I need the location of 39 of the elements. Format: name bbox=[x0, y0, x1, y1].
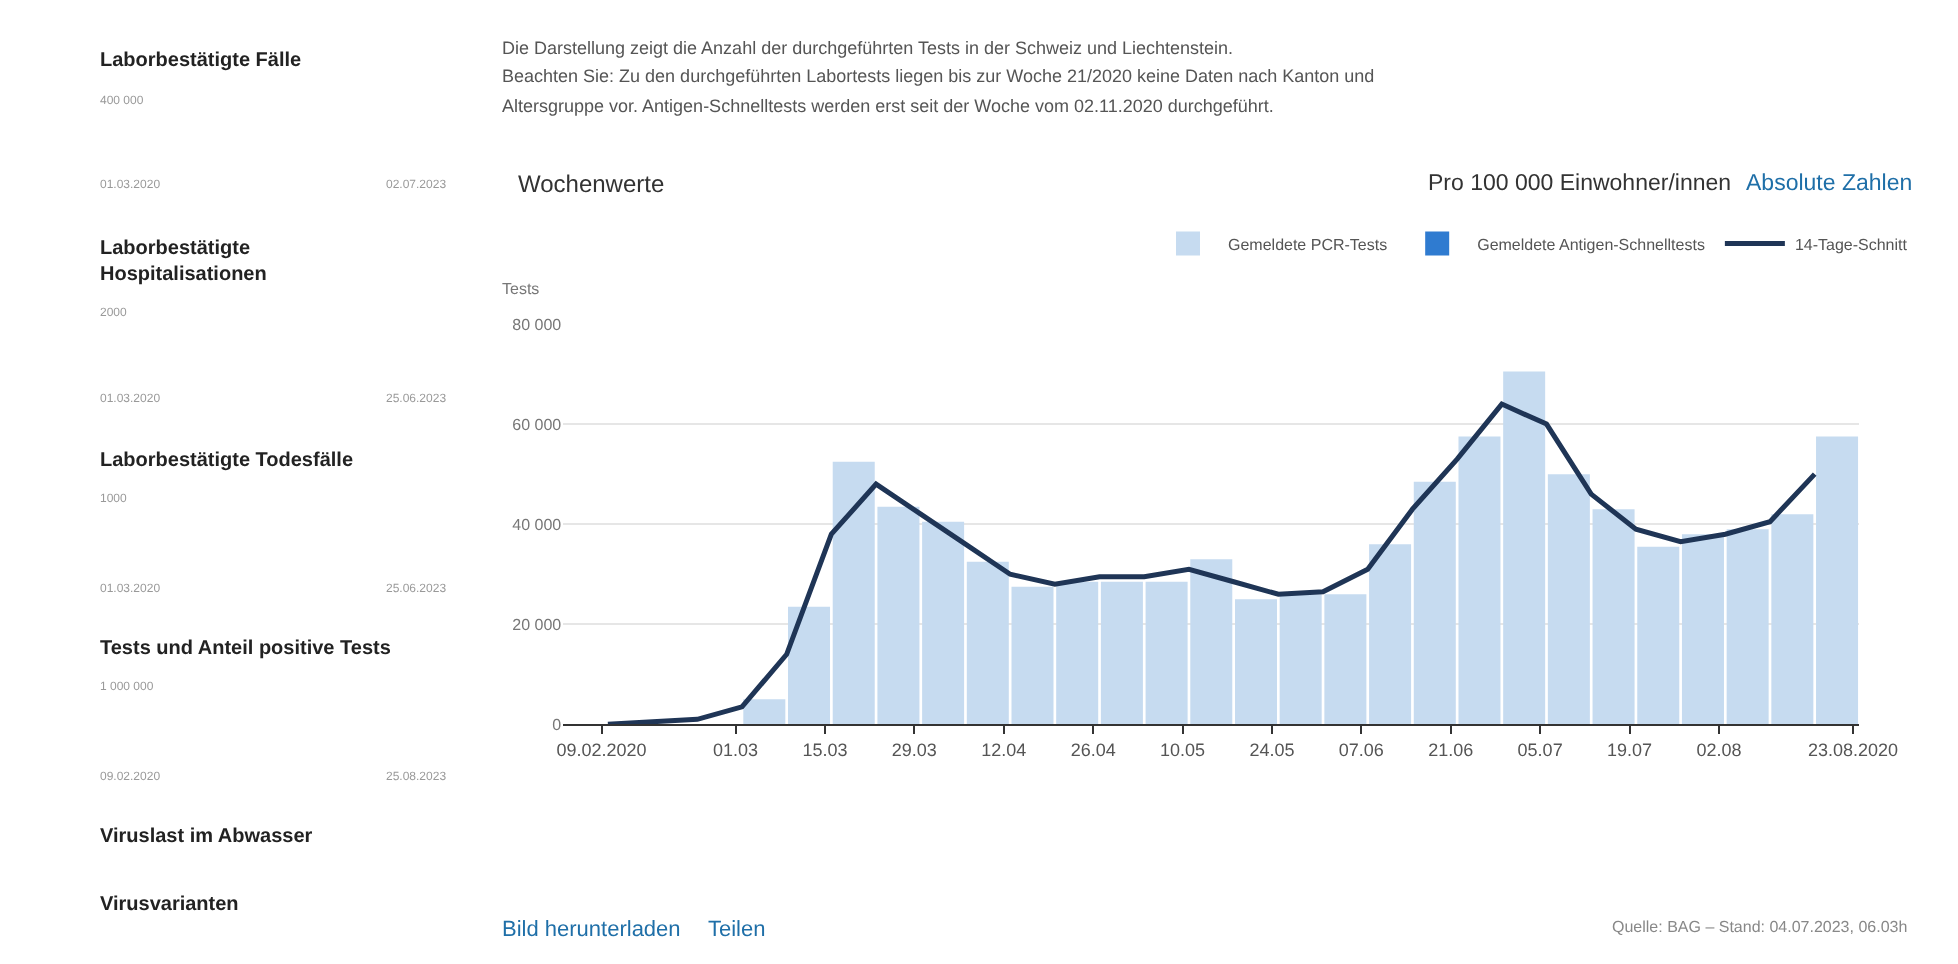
x-tick-label: 23.08.2020 bbox=[1807, 739, 1899, 760]
legend-label: Gemeldete PCR-Tests bbox=[1228, 235, 1388, 254]
text: Virusvarianten bbox=[100, 894, 239, 916]
x-tick-label: 05.07 bbox=[1517, 739, 1563, 760]
text: Laborbestätigte Todesfälle bbox=[100, 450, 354, 472]
x-tick-label: 21.06 bbox=[1428, 739, 1474, 760]
x-tick-label: 09.02.2020 bbox=[556, 739, 647, 760]
x-tick-label: 19.07 bbox=[1607, 739, 1653, 760]
x-tick-label: 26.04 bbox=[1070, 739, 1116, 760]
line-series bbox=[605, 401, 1818, 725]
x-tick-label: 15.03 bbox=[802, 739, 848, 760]
y-axis-title: Tests bbox=[502, 280, 540, 298]
text: Tests und Anteil positive Tests bbox=[100, 638, 392, 660]
text: Viruslast im Abwasser bbox=[100, 826, 313, 848]
text: Laborbestätigte Fälle bbox=[100, 50, 303, 72]
x-tick-label: 10.05 bbox=[1160, 739, 1206, 760]
y-tick-label: 60 000 bbox=[512, 415, 563, 434]
text: Die Darstellung zeigt die Anzahl der durchgeführten Tests in der Schweiz und Liechtenstein. bbox=[502, 38, 1234, 58]
x-tick-label: 01.03 bbox=[713, 739, 759, 760]
source-note: Quelle: BAG – Stand: 04.07.2023, 06.03h bbox=[1612, 918, 1908, 936]
text: Beachten Sie: Zu den durchgeführten Labortests liegen bis zur Woche 21/2020 keine Daten nach Kanton und bbox=[502, 66, 1375, 86]
y-tick-label: 20 000 bbox=[512, 615, 563, 634]
legend-label: 14-Tage-Schnitt bbox=[1794, 235, 1909, 254]
y-tick-label: 80 000 bbox=[512, 315, 563, 334]
y-tick-label: 0 bbox=[552, 715, 563, 734]
x-tick-label: 12.04 bbox=[981, 739, 1027, 760]
text: Teilen bbox=[708, 918, 766, 942]
text: Absolute Zahlen bbox=[1746, 172, 1913, 196]
text: Bild herunterladen bbox=[502, 918, 681, 942]
x-tick-label: 24.05 bbox=[1249, 739, 1295, 760]
x-tick-label: 07.06 bbox=[1338, 739, 1384, 760]
text: Pro 100 000 Einwohner/innen bbox=[1428, 172, 1732, 196]
text: Laborbestätigte Hospitalisationen bbox=[100, 238, 267, 286]
x-tick-label: 29.03 bbox=[891, 739, 937, 760]
legend-label: Gemeldete Antigen-Schnelltests bbox=[1477, 235, 1705, 254]
x-tick-label: 02.08 bbox=[1696, 739, 1742, 760]
text: Altersgruppe vor. Antigen-Schnelltests werden erst seit der Woche vom 02.11.2020 durchgeführt. bbox=[502, 96, 1274, 116]
y-tick-label: 40 000 bbox=[512, 515, 563, 534]
text: Wochenwerte bbox=[518, 170, 665, 198]
